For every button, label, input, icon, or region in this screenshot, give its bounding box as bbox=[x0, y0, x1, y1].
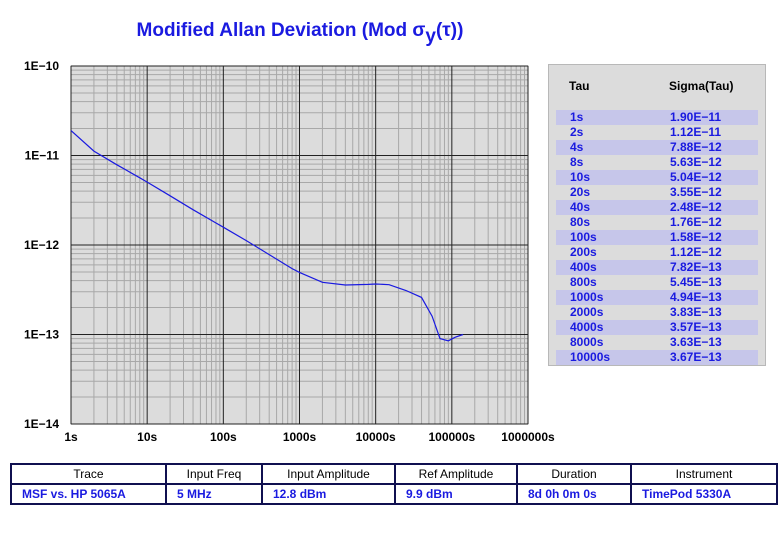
tau-value: 80s bbox=[570, 215, 591, 229]
sigma-table-row: 8000s 3.63E−13 bbox=[556, 335, 758, 350]
tau-value: 100s bbox=[570, 230, 597, 244]
sigma-value: 1.12E−11 bbox=[670, 125, 722, 139]
sigma-table-row: 4s 7.88E−12 bbox=[556, 140, 758, 155]
tau-value: 8s bbox=[570, 155, 584, 169]
x-tick-label: 1s bbox=[64, 430, 78, 444]
sigma-table: Tau Sigma(Tau) 1s 1.90E−11 2s 1.12E−11 4s 7.8… bbox=[548, 64, 766, 366]
sigma-table-row: 2s 1.12E−11 bbox=[556, 125, 758, 140]
sigma-table-row: 2000s 3.83E−13 bbox=[556, 305, 758, 320]
tau-value: 200s bbox=[570, 245, 597, 259]
sigma-table-row: 200s 1.12E−12 bbox=[556, 245, 758, 260]
instrument-header: Instrument bbox=[630, 463, 778, 485]
chart: Modified Allan Deviation (Mod σy(τ)) 1s 1… bbox=[24, 20, 555, 444]
sigma-table-rows: 1s 1.90E−11 2s 1.12E−11 4s 7.88E−12 8s 5.63E−12… bbox=[556, 110, 758, 365]
sigma-value: 3.63E−13 bbox=[670, 335, 722, 349]
tau-value: 20s bbox=[570, 185, 591, 199]
x-tick-label: 10s bbox=[137, 430, 157, 444]
measurement-info-table: Trace Input Freq Input Amplitude Ref Amp… bbox=[10, 463, 778, 505]
sigma-table-row: 800s 5.45E−13 bbox=[556, 275, 758, 290]
tau-value: 1s bbox=[570, 110, 584, 124]
sigma-value: 5.04E−12 bbox=[670, 170, 722, 184]
input-amplitude-value: 12.8 dBm bbox=[261, 483, 396, 505]
sigma-value: 5.45E−13 bbox=[670, 275, 722, 289]
sigma-value: 2.48E−12 bbox=[670, 200, 722, 214]
tau-column-header: Tau bbox=[569, 79, 590, 93]
sigma-column-header: Sigma(Tau) bbox=[669, 79, 734, 93]
input-freq-value: 5 MHz bbox=[165, 483, 263, 505]
sigma-value: 3.83E−13 bbox=[670, 305, 722, 319]
sigma-table-row: 40s 2.48E−12 bbox=[556, 200, 758, 215]
tau-value: 1000s bbox=[570, 290, 604, 304]
y-tick-label: 1E−12 bbox=[24, 238, 59, 252]
sigma-value: 3.55E−12 bbox=[670, 185, 722, 199]
chart-title: Modified Allan Deviation (Mod σy(τ)) bbox=[137, 20, 464, 47]
trace-header: Trace bbox=[10, 463, 167, 485]
x-tick-label: 1000000s bbox=[501, 430, 555, 444]
sigma-table-row: 20s 3.55E−12 bbox=[556, 185, 758, 200]
duration-header: Duration bbox=[516, 463, 632, 485]
sigma-table-row: 400s 7.82E−13 bbox=[556, 260, 758, 275]
y-tick-label: 1E−14 bbox=[24, 417, 59, 431]
sigma-table-row: 1000s 4.94E−13 bbox=[556, 290, 758, 305]
series-layer bbox=[70, 130, 464, 342]
sigma-table-row: 1s 1.90E−11 bbox=[556, 110, 758, 125]
sigma-value: 7.82E−13 bbox=[670, 260, 722, 274]
major-grid bbox=[70, 65, 529, 425]
sigma-table-row: 100s 1.58E−12 bbox=[556, 230, 758, 245]
sigma-value: 5.63E−12 bbox=[670, 155, 722, 169]
sigma-table-row: 80s 1.76E−12 bbox=[556, 215, 758, 230]
tau-value: 800s bbox=[570, 275, 597, 289]
y-tick-label: 1E−13 bbox=[24, 328, 59, 342]
tau-value: 2000s bbox=[570, 305, 604, 319]
sigma-table-row: 4000s 3.57E−13 bbox=[556, 320, 758, 335]
x-tick-label: 1000s bbox=[283, 430, 317, 444]
sigma-table-row: 10000s 3.67E−13 bbox=[556, 350, 758, 365]
ref-amplitude-header: Ref Amplitude bbox=[394, 463, 518, 485]
sigma-table-row: 10s 5.04E−12 bbox=[556, 170, 758, 185]
sigma-table-row: 8s 5.63E−12 bbox=[556, 155, 758, 170]
y-tick-label: 1E−11 bbox=[25, 149, 60, 163]
x-tick-label: 10000s bbox=[356, 430, 396, 444]
duration-value: 8d 0h 0m 0s bbox=[516, 483, 632, 505]
info-header-row: Trace Input Freq Input Amplitude Ref Amp… bbox=[10, 463, 778, 485]
trace-value: MSF vs. HP 5065A bbox=[10, 483, 167, 505]
tau-value: 4s bbox=[570, 140, 584, 154]
instrument-value: TimePod 5330A bbox=[630, 483, 778, 505]
tau-value: 8000s bbox=[570, 335, 604, 349]
y-tick-label: 1E−10 bbox=[24, 59, 59, 73]
sigma-value: 1.58E−12 bbox=[670, 230, 722, 244]
x-tick-label: 100000s bbox=[428, 430, 475, 444]
sigma-table-header: Tau Sigma(Tau) bbox=[549, 79, 765, 95]
sigma-value: 1.90E−11 bbox=[670, 110, 722, 124]
tau-value: 2s bbox=[570, 125, 584, 139]
x-axis-ticks: 1s 10s 100s 1000s 10000s 100000s 1000000s bbox=[64, 430, 555, 444]
x-tick-label: 100s bbox=[210, 430, 237, 444]
tau-value: 10000s bbox=[570, 350, 611, 364]
sigma-value: 4.94E−13 bbox=[670, 290, 722, 304]
sigma-value: 1.76E−12 bbox=[670, 215, 722, 229]
input-amplitude-header: Input Amplitude bbox=[261, 463, 396, 485]
ref-amplitude-value: 9.9 dBm bbox=[394, 483, 518, 505]
y-axis-ticks: 1E−10 1E−11 1E−12 1E−13 1E−14 bbox=[24, 59, 59, 431]
series-line bbox=[70, 130, 464, 342]
sigma-value: 1.12E−12 bbox=[670, 245, 722, 259]
sigma-value: 7.88E−12 bbox=[670, 140, 722, 154]
input-freq-header: Input Freq bbox=[165, 463, 263, 485]
info-value-row: MSF vs. HP 5065A 5 MHz 12.8 dBm 9.9 dBm … bbox=[10, 483, 778, 505]
sigma-value: 3.57E−13 bbox=[670, 320, 722, 334]
tau-value: 4000s bbox=[570, 320, 604, 334]
tau-value: 40s bbox=[570, 200, 591, 214]
sigma-value: 3.67E−13 bbox=[670, 350, 722, 364]
tau-value: 400s bbox=[570, 260, 597, 274]
tau-value: 10s bbox=[570, 170, 591, 184]
